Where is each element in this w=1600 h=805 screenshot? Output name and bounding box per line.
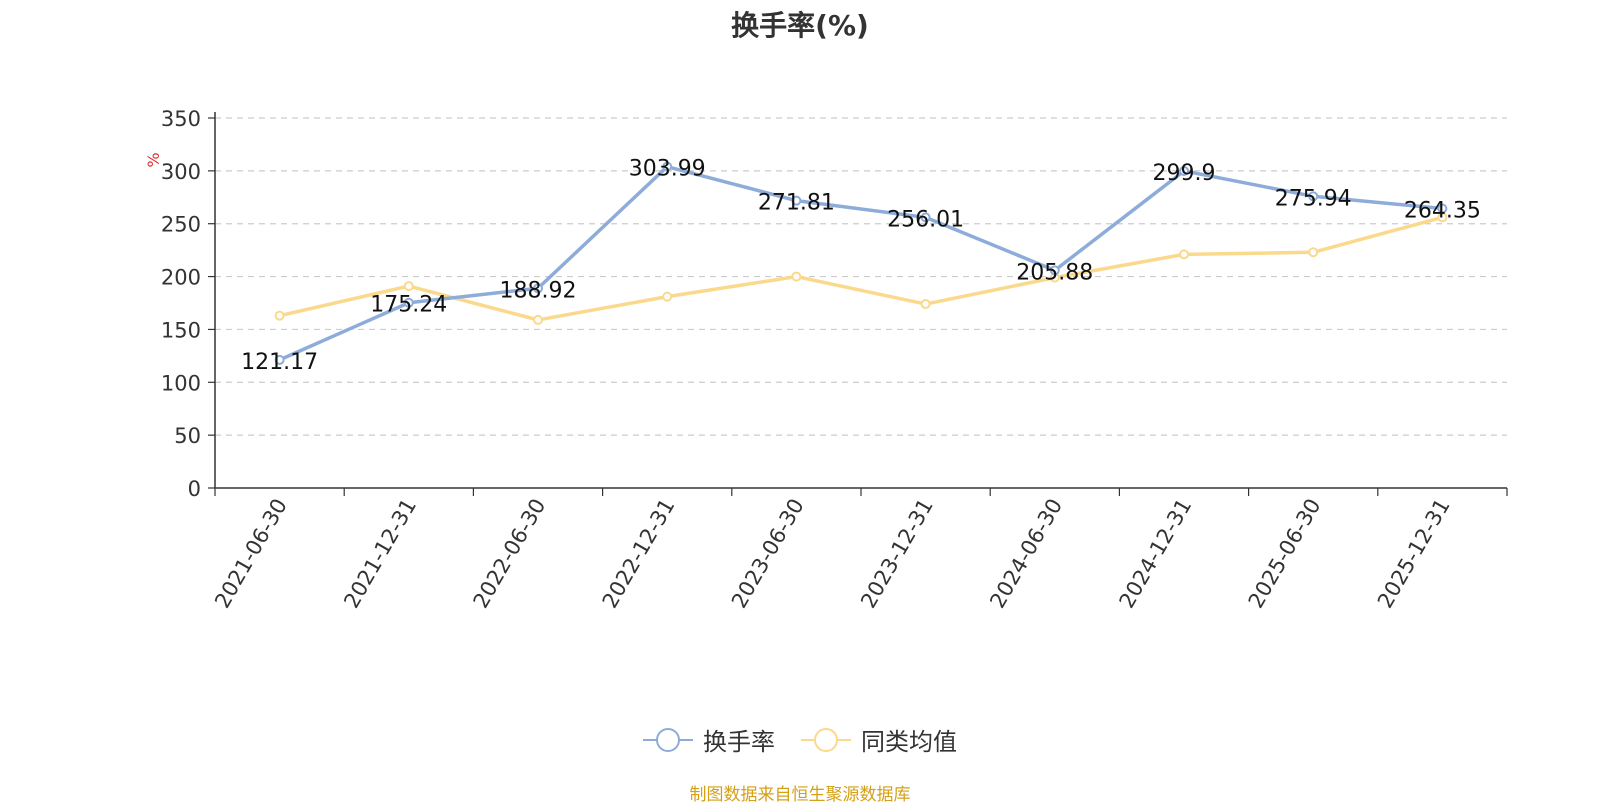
x-tick-label: 2024-12-31 (1115, 495, 1197, 613)
x-tick-label: 2021-12-31 (339, 495, 421, 613)
peer-average-point (533, 314, 543, 325)
source-note: 制图数据来自恒生聚源数据库 (689, 785, 911, 805)
x-tick-label: 2025-12-31 (1373, 495, 1455, 613)
legend-item-peer-average[interactable]: 同类均值 (801, 722, 957, 757)
data-label: 299.9 (1153, 161, 1216, 186)
y-tick-label: 200 (161, 266, 201, 290)
data-label: 205.88 (1016, 260, 1093, 285)
data-label: 264.35 (1404, 199, 1481, 224)
y-axis-label: % (144, 152, 163, 167)
x-tick-label: 2023-06-30 (727, 495, 809, 613)
legend-item-turnover[interactable]: 换手率 (643, 722, 775, 757)
data-label: 303.99 (629, 157, 706, 182)
y-tick-label: 250 (161, 213, 201, 237)
peer-average-point (662, 291, 673, 302)
peer-average-point (403, 281, 414, 292)
x-tick-label: 2025-06-30 (1244, 495, 1326, 613)
y-tick-label: 100 (161, 371, 201, 395)
turnover-point (403, 297, 414, 308)
x-tick-label: 2022-12-31 (598, 495, 680, 613)
chart-title: 换手率(%) (731, 9, 869, 42)
peer-average-point (791, 271, 802, 282)
y-tick-label: 350 (161, 107, 201, 131)
data-label: 271.81 (758, 191, 835, 216)
turnover-point (920, 212, 931, 223)
data-label: 175.24 (370, 293, 447, 318)
peer-average-point (274, 310, 285, 321)
turnover-point (1308, 191, 1319, 202)
y-tick-label: 300 (161, 160, 201, 184)
x-tick-label: 2024-06-30 (985, 495, 1067, 613)
data-label: 188.92 (500, 278, 577, 303)
data-label: 121.17 (241, 350, 318, 375)
y-tick-label: 0 (188, 477, 201, 501)
legend-marker-icon (801, 727, 851, 752)
legend-label: 换手率 (703, 728, 775, 756)
y-tick-label: 150 (161, 318, 201, 342)
legend-marker-icon (643, 727, 693, 752)
turnover-point (1437, 203, 1448, 214)
peer-average-point (1308, 247, 1319, 258)
peer-average-series-line (279, 215, 1443, 322)
legend: 换手率 同类均值 (0, 722, 1600, 757)
x-tick-label: 2022-06-30 (469, 495, 551, 613)
legend-label: 同类均值 (861, 728, 957, 756)
x-tick-label: 2023-12-31 (856, 495, 938, 613)
data-label: 275.94 (1275, 186, 1352, 211)
peer-average-point (920, 299, 931, 310)
data-label: 256.01 (887, 207, 964, 232)
turnover-point (1049, 265, 1060, 276)
y-tick-label: 50 (174, 424, 201, 448)
turnover-point (662, 161, 673, 172)
turnover-point (1179, 165, 1189, 176)
peer-average-point (1179, 249, 1189, 260)
turnover-point (533, 283, 543, 294)
turnover-point (791, 195, 802, 206)
turnover-series-line (278, 164, 1443, 362)
x-tick-label: 2021-06-30 (210, 495, 292, 613)
turnover-point (274, 354, 285, 365)
